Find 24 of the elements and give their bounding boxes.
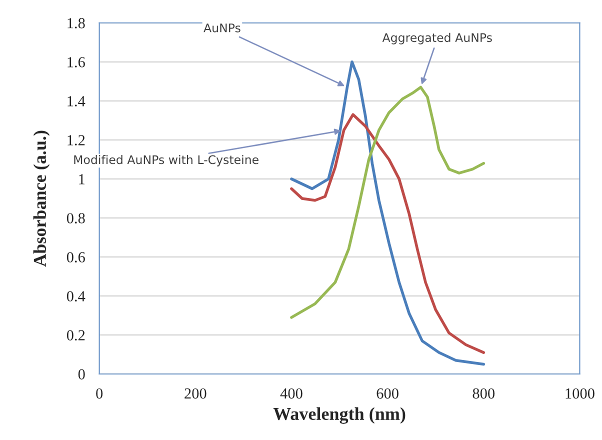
- x-tick-label: 1000: [566, 388, 594, 399]
- y-tick-label: 0.4: [66, 291, 86, 302]
- y-axis-title: Absorbance (a.u.): [33, 130, 50, 267]
- x-tick-label: 600: [376, 388, 398, 399]
- y-tick-label: 1: [79, 174, 85, 184]
- y-tick-label: 0.2: [66, 330, 85, 341]
- annotation: Aggregated AuNPs: [382, 32, 492, 44]
- line-series: [290, 86, 486, 319]
- line-series: [290, 113, 486, 354]
- y-tick-label: 1.2: [68, 135, 85, 146]
- annotation: Modified AuNPs with L-Cysteine: [74, 155, 258, 166]
- y-tick-label: 0.6: [66, 252, 85, 262]
- y-tick-label: 0.8: [66, 213, 85, 224]
- y-tick-label: 1.6: [68, 57, 85, 68]
- y-tick-label: 1.8: [68, 18, 85, 28]
- annotation: AuNPs: [204, 24, 240, 32]
- x-tick-label: 400: [280, 388, 302, 399]
- x-tick-label: 800: [472, 388, 495, 399]
- x-axis-title: Wavelength (nm): [273, 407, 406, 424]
- y-tick-label: 0: [78, 369, 85, 380]
- line-series: [290, 60, 486, 366]
- x-tick-label: 200: [184, 388, 206, 399]
- x-tick-label: 0: [96, 388, 103, 399]
- y-tick-label: 1.4: [68, 96, 86, 106]
